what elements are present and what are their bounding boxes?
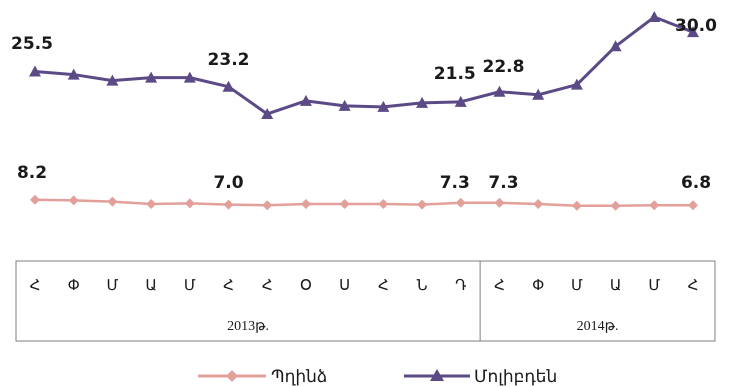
data-label: 6.8 (681, 173, 711, 193)
data-label: 25.5 (11, 34, 53, 54)
data-point (571, 200, 582, 211)
legend-copper-marker (226, 370, 238, 382)
category-tick-label: Հ (378, 278, 389, 294)
data-point (262, 200, 273, 211)
category-tick-label: Ա (145, 278, 157, 294)
category-tick-label: Մ (571, 278, 583, 294)
data-point (184, 198, 195, 209)
category-tick-label: Մ (648, 278, 660, 294)
data-point (338, 99, 351, 111)
data-point (378, 199, 389, 209)
data-point (183, 71, 196, 83)
data-label: 7.3 (440, 173, 470, 193)
data-point (609, 40, 622, 52)
category-tick-label: Օ (300, 278, 312, 294)
category-tick-label: Ն (417, 278, 428, 294)
category-tick-label: Փ (532, 278, 544, 294)
series-line (34, 15, 694, 116)
category-tick-label: Հ (494, 278, 505, 294)
category-tick-label: Հ (688, 278, 699, 294)
data-point (222, 80, 235, 92)
data-point (30, 194, 40, 205)
category-tick-label: Հ (30, 278, 41, 294)
legend: Պղինձ Մոլիբդեն (198, 367, 557, 386)
data-label: 7.3 (488, 173, 518, 193)
data-label: 8.2 (17, 163, 47, 183)
data-point (649, 200, 660, 211)
category-tick-label: Հ (223, 278, 234, 294)
data-point (146, 199, 157, 209)
data-point (300, 199, 311, 209)
data-point (570, 78, 583, 90)
category-tick-label: Դ (455, 278, 466, 294)
category-tick-label: Հ (262, 278, 273, 294)
category-tick-label: Մ (184, 278, 196, 294)
data-point (493, 85, 506, 97)
data-point (532, 88, 545, 100)
data-point (261, 107, 274, 119)
data-point (455, 197, 466, 208)
data-point (377, 100, 390, 112)
category-tick-label: Մ (106, 278, 118, 294)
data-labels-layer: 8.2 7.0 7.3 7.3 6.8 25.5 23.2 21.5 22.8 30.0 (11, 16, 717, 193)
data-point (533, 199, 544, 209)
category-tick-label: Ս (339, 278, 350, 294)
data-point (688, 200, 698, 211)
legend-item-molybdenum: Մոլիբդեն (404, 367, 557, 386)
data-point (454, 95, 467, 107)
data-label: 7.0 (213, 173, 243, 193)
data-point (494, 197, 505, 208)
legend-molybdenum-marker (430, 369, 444, 381)
series-line (34, 198, 693, 208)
series-copper (30, 194, 698, 211)
data-point (145, 71, 158, 83)
data-point (648, 11, 661, 23)
data-point (416, 96, 429, 108)
data-point (339, 199, 350, 209)
data-point (68, 195, 79, 206)
data-point (610, 200, 621, 211)
category-axis-box: 2013թ. 2014թ. (15, 260, 716, 342)
data-point (29, 65, 41, 77)
series-molybdenum (29, 11, 699, 119)
legend-copper-label: Պղինձ (271, 367, 327, 386)
data-point (106, 74, 119, 86)
category-tick-label: Փ (68, 278, 80, 294)
data-label: 30.0 (675, 16, 717, 36)
data-point (417, 199, 428, 210)
year-group-label: 2014թ. (577, 319, 619, 334)
data-label: 22.8 (482, 57, 524, 77)
category-tick-label: Ա (610, 278, 622, 294)
data-point (223, 199, 234, 210)
year-group-label: 2013թ. (227, 319, 269, 334)
data-point (107, 196, 118, 207)
data-point (67, 68, 80, 80)
data-point (299, 94, 312, 106)
data-label: 23.2 (208, 50, 250, 70)
legend-molybdenum-label: Մոլիբդեն (474, 367, 557, 386)
data-point (687, 26, 699, 38)
legend-item-copper: Պղինձ (198, 367, 327, 386)
axis-frame (15, 260, 716, 342)
data-label: 21.5 (434, 64, 476, 84)
series-layer (29, 11, 699, 211)
